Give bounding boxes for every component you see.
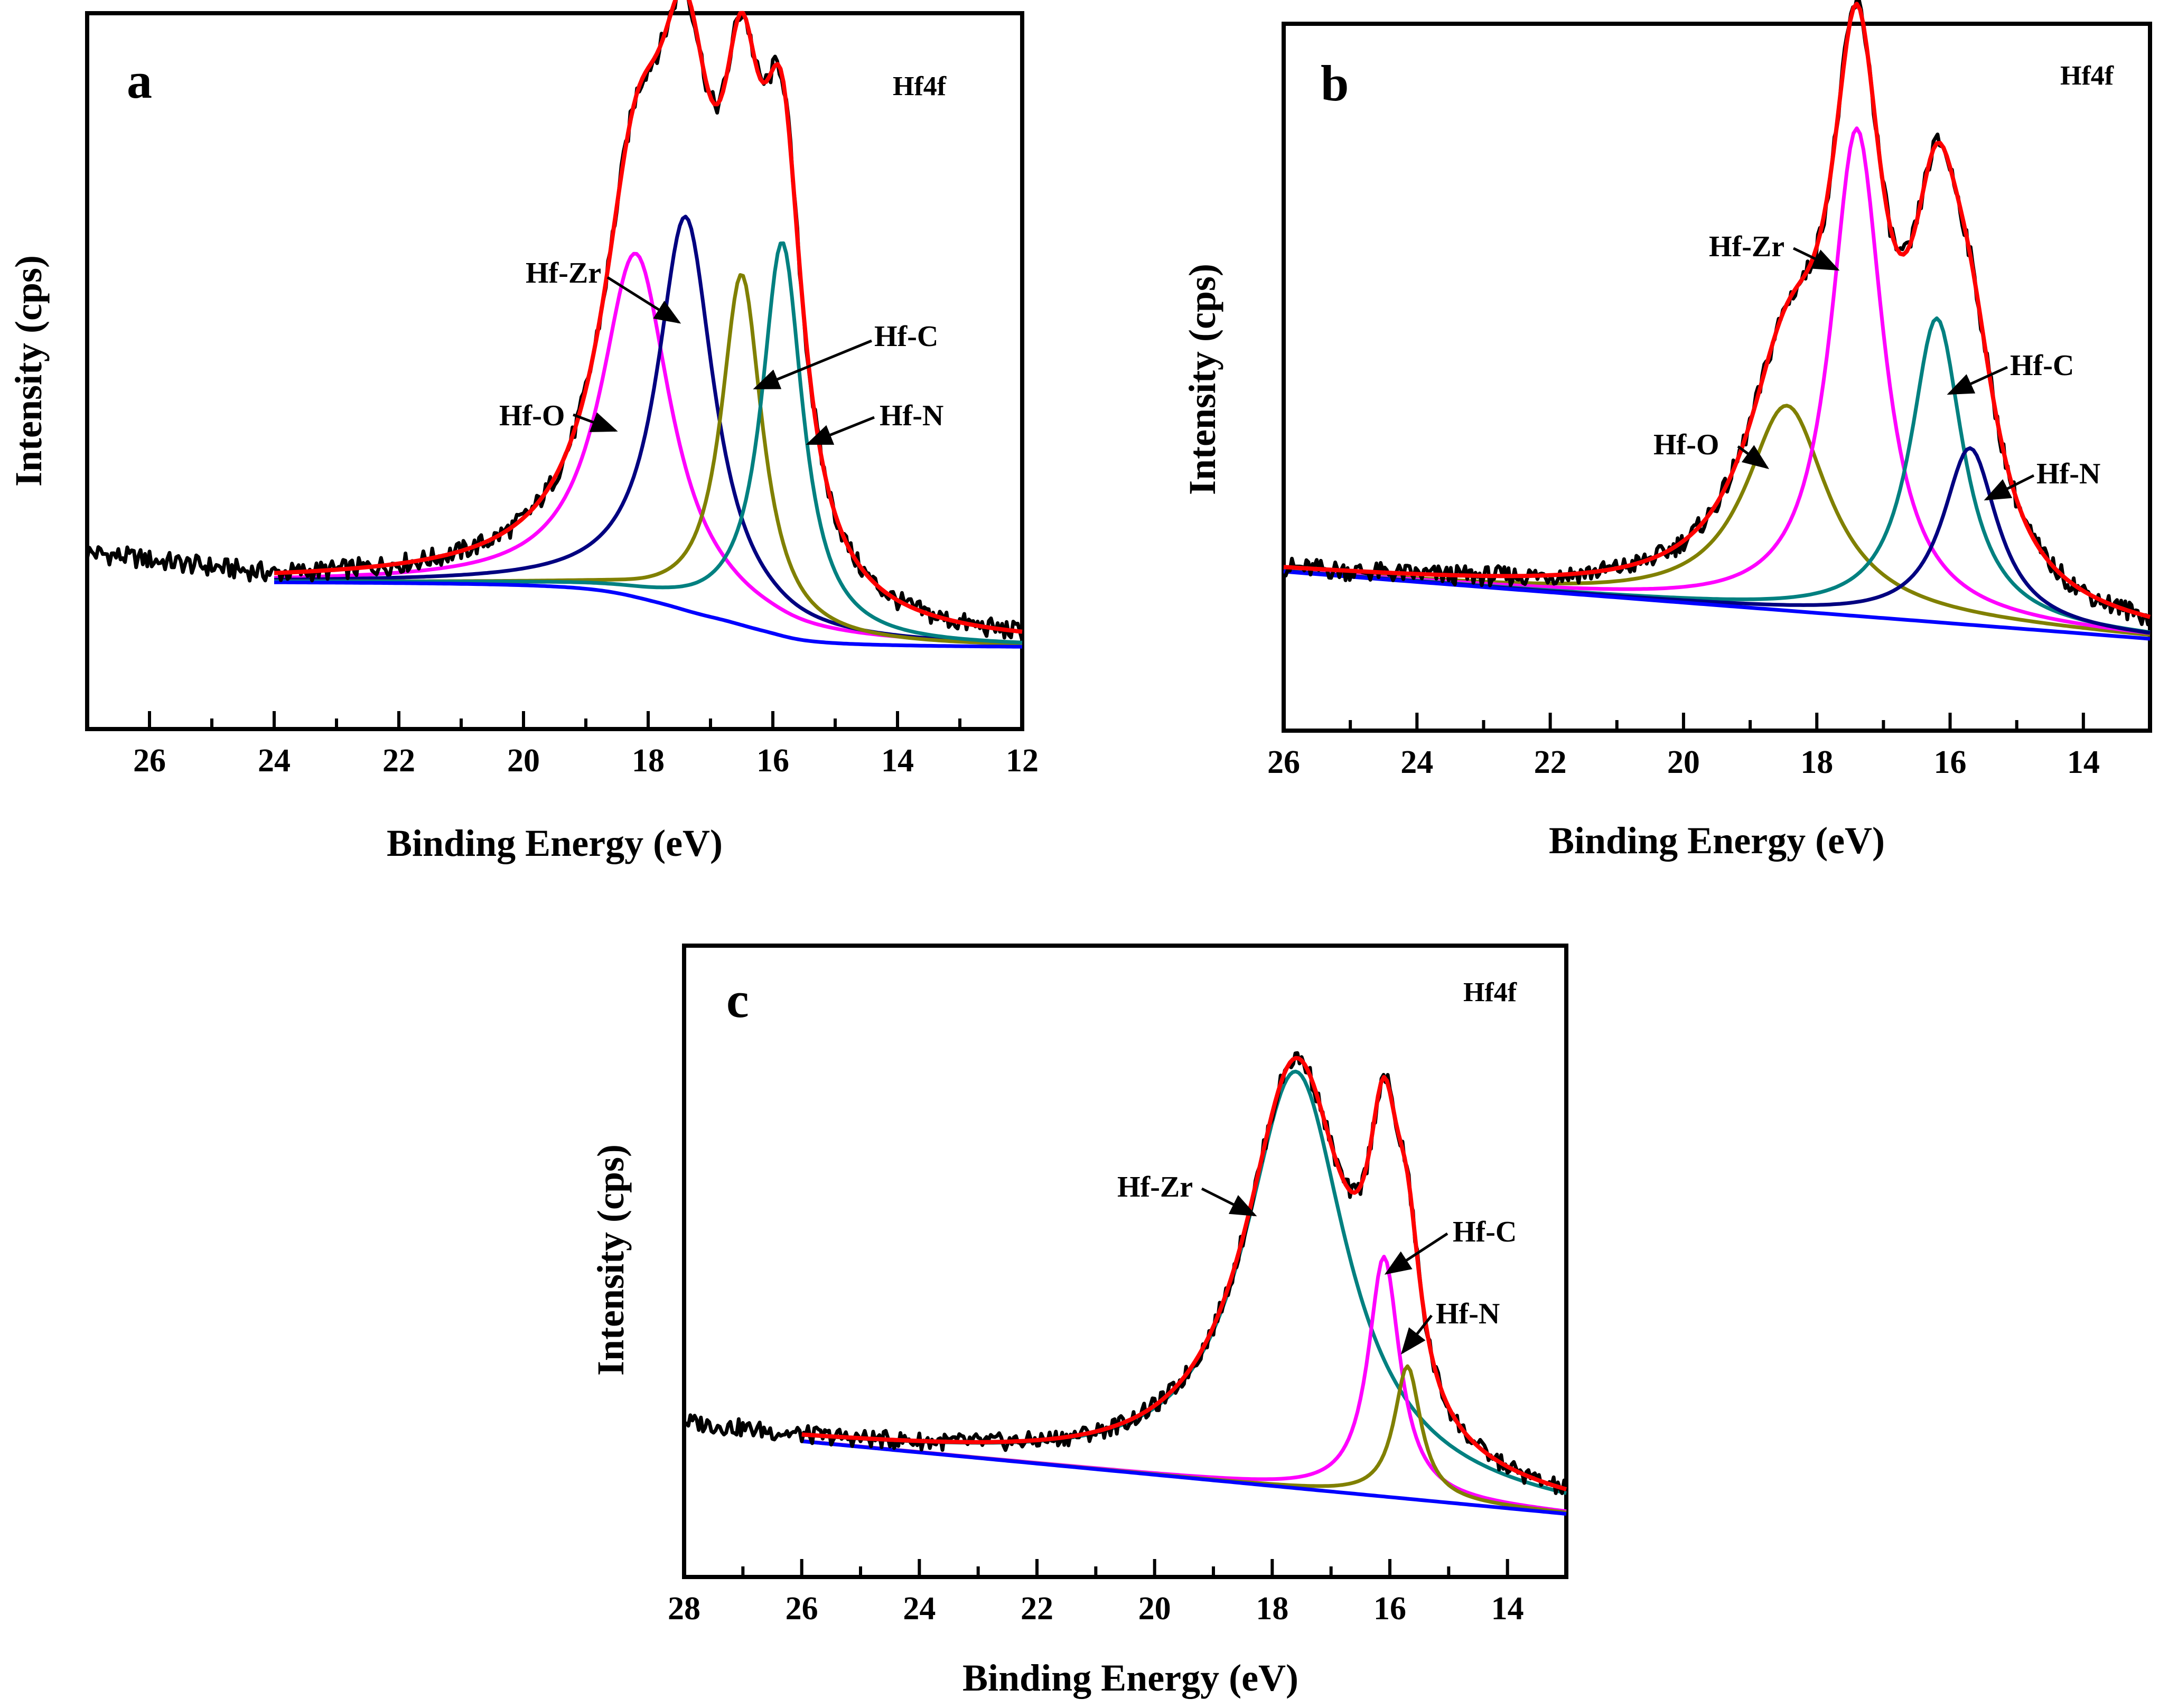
y-axis-title: Intensity (cps)	[590, 1144, 632, 1376]
background-curve	[801, 1439, 1567, 1516]
panel-letter: b	[1321, 55, 1349, 111]
x-ticks	[683, 1559, 1568, 1577]
panel-a: a Hf4f Binding Energy (eV) Intensity (cp…	[7, 0, 1039, 864]
background-curve	[1283, 570, 2151, 641]
x-tick-label: 20	[507, 743, 540, 779]
annotation-arrow	[1737, 445, 1770, 469]
x-tick-labels: 26 24 22 20 18 16 14 12	[133, 743, 1039, 779]
annotation-arrow	[606, 276, 681, 324]
x-tick-label: 26	[1267, 744, 1300, 780]
x-tick-label: 14	[1491, 1591, 1524, 1627]
core-level-tag: Hf4f	[1463, 977, 1517, 1007]
annotation-arrow	[1400, 1314, 1433, 1355]
peak-annotations: Hf-Zr Hf-C Hf-N	[1117, 1171, 1517, 1355]
x-tick-label: 28	[668, 1591, 700, 1627]
curves	[1283, 0, 2152, 641]
x-tick-label: 22	[382, 743, 415, 779]
peak-label-hf-zr: Hf-Zr	[1117, 1171, 1193, 1203]
x-tick-label: 18	[632, 743, 665, 779]
curves	[85, 0, 1024, 649]
x-tick-label: 22	[1534, 744, 1567, 780]
annotation-arrow	[806, 416, 875, 445]
annotation-arrow	[1947, 366, 2008, 395]
peak-label-hf-n: Hf-N	[2036, 458, 2100, 490]
x-tick-label: 24	[1400, 744, 1433, 780]
x-tick-labels: 28 26 24 22 20 18 16 14	[668, 1591, 1524, 1627]
plot-frame	[1282, 22, 2152, 733]
envelope-curve	[1283, 2, 2151, 619]
annotation-arrow	[1384, 1232, 1448, 1275]
x-tick-label: 22	[1021, 1591, 1053, 1627]
y-axis-title: Intensity (cps)	[7, 255, 50, 487]
background-curve	[274, 580, 1023, 649]
x-tick-label: 26	[133, 743, 166, 779]
peak-label-hf-o: Hf-O	[499, 399, 565, 432]
x-axis-title: Binding Energy (eV)	[962, 1657, 1298, 1699]
core-level-tag: Hf4f	[2060, 61, 2114, 91]
annotation-arrow	[1984, 474, 2035, 501]
peak-label-hf-zr: Hf-Zr	[1709, 230, 1784, 263]
x-tick-label: 14	[2067, 744, 2100, 780]
x-axis-title: Binding Energy (eV)	[1549, 819, 1885, 862]
peak-annotations: Hf-Zr Hf-C Hf-O Hf-N	[1653, 230, 2100, 501]
peak-label-hf-o: Hf-O	[1653, 428, 1719, 461]
x-tick-label: 24	[903, 1591, 936, 1627]
peak-label-hf-n: Hf-N	[1436, 1298, 1500, 1330]
peak-label-hf-n: Hf-N	[880, 399, 943, 432]
peak-label-hf-zr: Hf-Zr	[526, 257, 601, 290]
y-axis-title: Intensity (cps)	[1181, 264, 1223, 495]
x-tick-label: 16	[756, 743, 789, 779]
x-tick-label: 12	[1006, 743, 1039, 779]
envelope-curve	[274, 0, 1023, 634]
annotation-arrow	[1792, 247, 1840, 271]
envelope-curve	[801, 1056, 1567, 1491]
x-ticks	[1282, 713, 2152, 731]
annotation-arrow	[1201, 1187, 1257, 1217]
x-tick-label: 14	[881, 743, 914, 779]
core-level-tag: Hf4f	[893, 71, 947, 101]
curves	[683, 1051, 1568, 1516]
panel-b: b Hf4f Binding Energy (eV) Intensity (cp…	[1181, 0, 2152, 862]
x-tick-label: 26	[786, 1591, 818, 1627]
annotation-arrow	[573, 412, 618, 432]
panel-letter: a	[127, 52, 152, 109]
x-axis-title: Binding Energy (eV)	[387, 822, 723, 864]
panel-letter: c	[726, 972, 749, 1028]
x-ticks	[86, 711, 1024, 729]
x-tick-label: 20	[1138, 1591, 1171, 1627]
x-tick-label: 18	[1800, 744, 1833, 780]
peak-annotations: Hf-Zr Hf-C Hf-O Hf-N	[499, 257, 943, 445]
peak-label-hf-c: Hf-C	[2010, 349, 2074, 382]
plot-frame	[85, 11, 1024, 731]
plot-frame	[682, 944, 1568, 1579]
panel-c: c Hf4f Binding Energy (eV) Intensity (cp…	[590, 944, 1568, 1699]
x-tick-labels: 26 24 22 20 18 16 14	[1267, 744, 2100, 780]
x-tick-label: 16	[1373, 1591, 1406, 1627]
x-tick-label: 20	[1667, 744, 1700, 780]
x-tick-label: 16	[1934, 744, 1967, 780]
peak-label-hf-c: Hf-C	[1453, 1216, 1517, 1248]
x-tick-label: 24	[258, 743, 291, 779]
peak-label-hf-c: Hf-C	[874, 320, 938, 353]
annotation-arrow	[753, 339, 872, 390]
x-tick-label: 18	[1256, 1591, 1288, 1627]
